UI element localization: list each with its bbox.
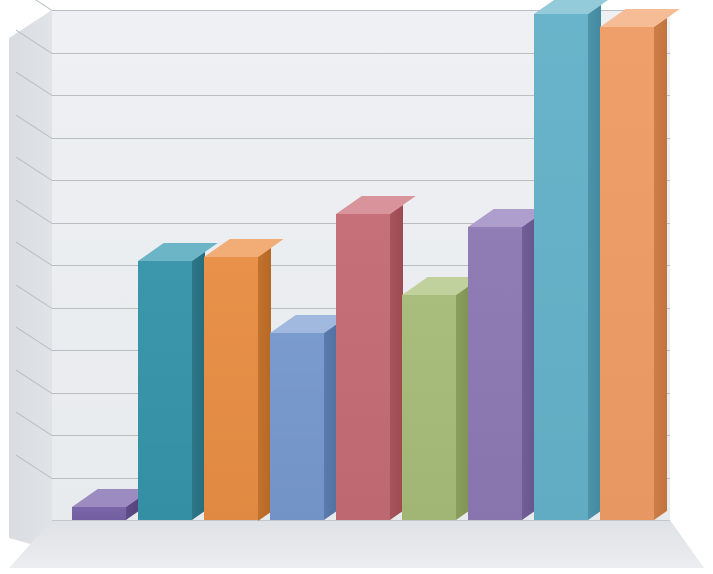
floor-panel — [9, 520, 704, 568]
bar-7-front — [468, 227, 522, 520]
bar-7 — [468, 227, 522, 520]
bar-1 — [72, 507, 126, 520]
bar-2-front — [138, 261, 192, 520]
bar-3 — [204, 257, 258, 521]
bar-3-front — [204, 257, 258, 521]
bar-4-front — [270, 333, 324, 520]
bar-2 — [138, 261, 192, 520]
bar-6 — [402, 295, 456, 520]
bar-4 — [270, 333, 324, 520]
bar-1-front — [72, 507, 126, 520]
bar-9-front — [600, 27, 654, 520]
gridline-side — [16, 0, 53, 11]
bar-5-front — [336, 214, 390, 520]
bar-5 — [336, 214, 390, 520]
bar-9-side — [654, 18, 667, 520]
bar-8-front — [534, 14, 588, 520]
bar-8 — [534, 14, 588, 520]
chart-3d-bar — [0, 0, 713, 574]
floor-back-edge — [52, 520, 670, 521]
bar-9 — [600, 27, 654, 520]
bar-6-front — [402, 295, 456, 520]
